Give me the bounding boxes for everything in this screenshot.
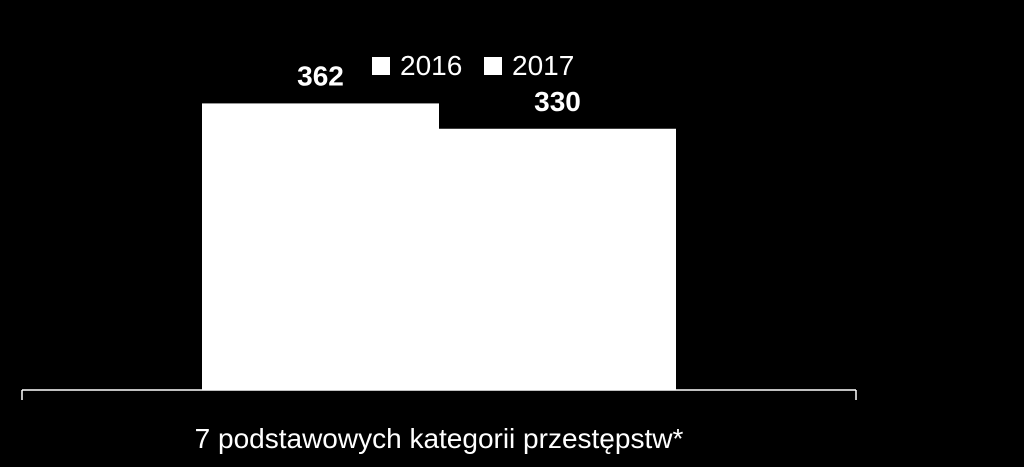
bar-2017: [439, 128, 676, 390]
legend-swatch-2016: [372, 57, 390, 75]
legend: 2016 2017: [372, 50, 574, 81]
data-label-2016: 362: [297, 60, 344, 91]
legend-label-2016: 2016: [400, 50, 462, 81]
x-axis: 7 podstawowych kategorii przestępstw*: [21, 389, 857, 454]
legend-label-2017: 2017: [512, 50, 574, 81]
data-label-2017: 330: [534, 86, 581, 117]
x-tick-label: 7 podstawowych kategorii przestępstw*: [195, 423, 684, 454]
bars-group: [202, 103, 676, 391]
data-labels-group: 362 330: [297, 60, 581, 116]
legend-swatch-2017: [484, 57, 502, 75]
bar-2016: [202, 103, 439, 391]
